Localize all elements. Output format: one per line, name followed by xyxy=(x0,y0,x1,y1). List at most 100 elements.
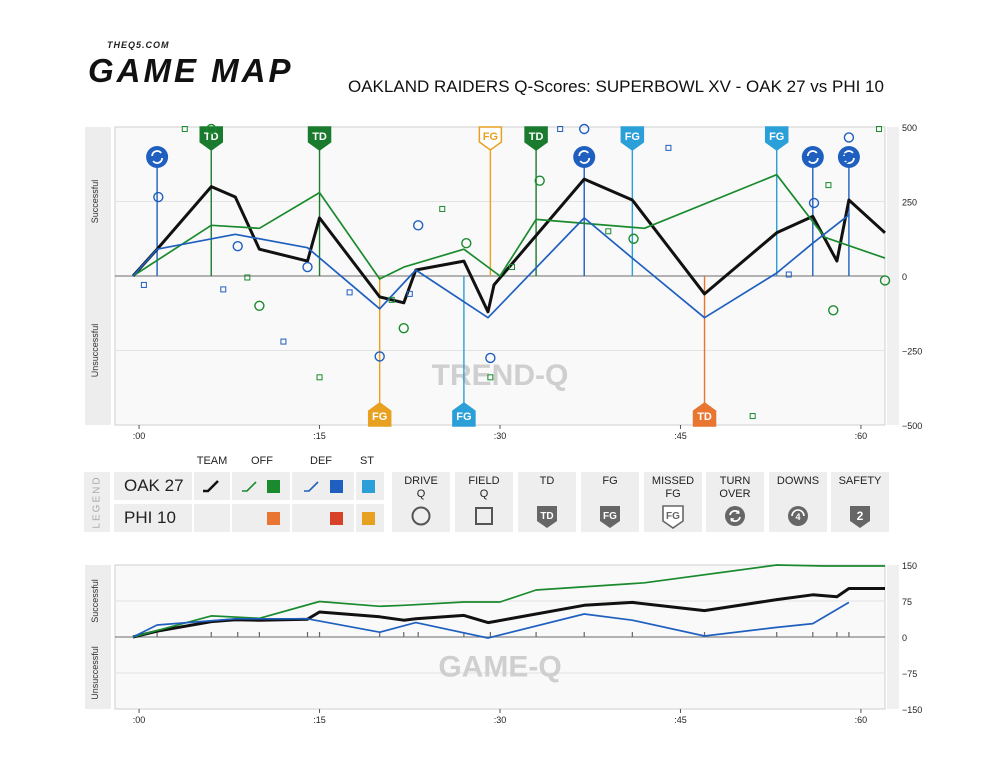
game-q-ytick-label: 0 xyxy=(902,633,907,643)
brand-site: THEQ5.COM xyxy=(107,40,170,50)
trend-q-ytick-label: 0 xyxy=(902,272,907,282)
legend-phi-st-cell xyxy=(356,504,384,532)
game-q-watermark: GAME-Q xyxy=(438,651,561,684)
game-q-ytick-label: −150 xyxy=(902,705,922,715)
trend-q-watermark: TREND-Q xyxy=(432,359,569,392)
game-q-xtick-label: :45 xyxy=(674,715,687,725)
game-q-xtick-label: :60 xyxy=(855,715,868,725)
drive-q-point xyxy=(534,175,545,186)
game-q-series-team xyxy=(132,587,885,639)
phi-off-swatch xyxy=(267,512,280,525)
field-q-point xyxy=(875,126,882,132)
legend-missed-fg: MISSED FG FG xyxy=(644,472,702,532)
drive-q-point xyxy=(254,300,265,311)
event-mark-label: FG xyxy=(483,131,498,143)
drive-q-point xyxy=(232,240,243,252)
drive-q-point xyxy=(808,197,820,209)
field-q-point xyxy=(605,228,612,235)
field-q-point xyxy=(509,264,516,271)
square-icon xyxy=(475,507,493,525)
st-swatch xyxy=(362,480,375,493)
game-q-fail-band xyxy=(85,637,111,709)
off-swatch xyxy=(267,480,280,493)
td-shield-icon xyxy=(524,126,548,151)
turnover-arrow xyxy=(579,157,591,164)
event-mark-label: FG xyxy=(625,131,640,143)
game-q-successful-label: Successful xyxy=(90,579,100,623)
game-q-xtick-label: :30 xyxy=(494,715,507,725)
drive-q-point xyxy=(302,261,313,273)
trend-q-series-def xyxy=(132,214,850,319)
downs-icon: 4 xyxy=(788,506,808,526)
field-q-point xyxy=(439,205,446,212)
fg-shield-icon xyxy=(367,402,392,427)
drive-q-point xyxy=(398,322,409,334)
off-line-icon xyxy=(242,481,257,492)
event-mark-label: FG xyxy=(769,131,784,143)
game-q-right-wall xyxy=(887,565,899,709)
legend-safety: SAFETY 2 xyxy=(831,472,889,532)
field-q-point xyxy=(280,338,287,345)
legend-fg: FG FG xyxy=(581,472,639,532)
game-q-ytick-label: 75 xyxy=(902,597,912,607)
td-shield-icon xyxy=(307,126,332,151)
td-shield-mark: TD xyxy=(540,511,553,522)
event-mark-label: TD xyxy=(204,131,219,143)
safety-icon: 2 xyxy=(850,506,870,528)
drive-q-point xyxy=(879,275,891,286)
turnover-icon xyxy=(146,146,169,168)
fg-shield-icon xyxy=(764,126,789,151)
field-q-point xyxy=(388,296,395,303)
trend-q-right-wall xyxy=(887,127,899,425)
trend-q-xtick-label: :15 xyxy=(313,431,326,441)
drive-q-point xyxy=(828,305,839,316)
legend-field-q: FIELD Q xyxy=(455,472,513,532)
safety-icon-mark: 2 xyxy=(857,509,864,523)
turnover-arrow xyxy=(152,157,164,164)
brand-title: GAME MAP xyxy=(88,52,294,89)
team-line-icon xyxy=(203,480,219,493)
downs-icon-mark: 4 xyxy=(795,512,800,522)
circle-icon xyxy=(411,506,431,526)
legend-oak-def-cell xyxy=(292,472,354,500)
td-shield-icon xyxy=(692,402,717,427)
trend-q-xtick-label: :60 xyxy=(855,431,868,441)
trend-q-xtick-label: :45 xyxy=(674,431,687,441)
legend-missed-fg-label: MISSED FG xyxy=(651,475,695,500)
legend-oak-st-cell xyxy=(356,472,384,500)
legend-phi-off-cell xyxy=(232,504,290,532)
legend-header-st: ST xyxy=(359,455,375,467)
phi-def-swatch xyxy=(330,512,343,525)
def-line-icon xyxy=(304,481,319,492)
td-shield-icon xyxy=(199,126,223,151)
trend-q-series-off xyxy=(132,173,886,280)
legend-safety-label: SAFETY xyxy=(838,475,882,487)
game-q-xtick-label: :15 xyxy=(313,715,326,725)
turnover-icon xyxy=(725,506,745,526)
drive-q-point xyxy=(840,153,851,164)
turnover-arrow xyxy=(808,157,819,164)
trend-q-fail-band xyxy=(85,276,111,425)
legend-drive-q-label: DRIVE Q xyxy=(404,475,438,500)
turnover-arrow xyxy=(843,150,854,157)
trend-q-series-team xyxy=(131,177,887,314)
legend-turnover-label: TURN OVER xyxy=(719,475,751,500)
field-q-point xyxy=(665,144,672,151)
field-q-point xyxy=(785,271,792,278)
field-q-point xyxy=(557,126,564,132)
event-mark-label: FG xyxy=(456,411,471,423)
game-q-unsuccessful-label: Unsuccessful xyxy=(90,646,100,700)
legend-td-label: TD xyxy=(539,475,555,487)
legend-downs-label: DOWNS xyxy=(776,475,820,487)
field-q-point xyxy=(825,182,832,189)
field-q-point xyxy=(346,289,353,296)
drive-q-point xyxy=(206,123,217,135)
legend-fg-label: FG xyxy=(602,475,618,487)
game-q-series-def xyxy=(132,601,850,639)
trend-q-ytick-label: −250 xyxy=(902,347,922,357)
legend-turnover: TURN OVER xyxy=(706,472,764,532)
drive-q-point xyxy=(461,238,472,249)
legend-side: LEGEND xyxy=(84,472,110,532)
turnover-arrow xyxy=(844,157,855,164)
